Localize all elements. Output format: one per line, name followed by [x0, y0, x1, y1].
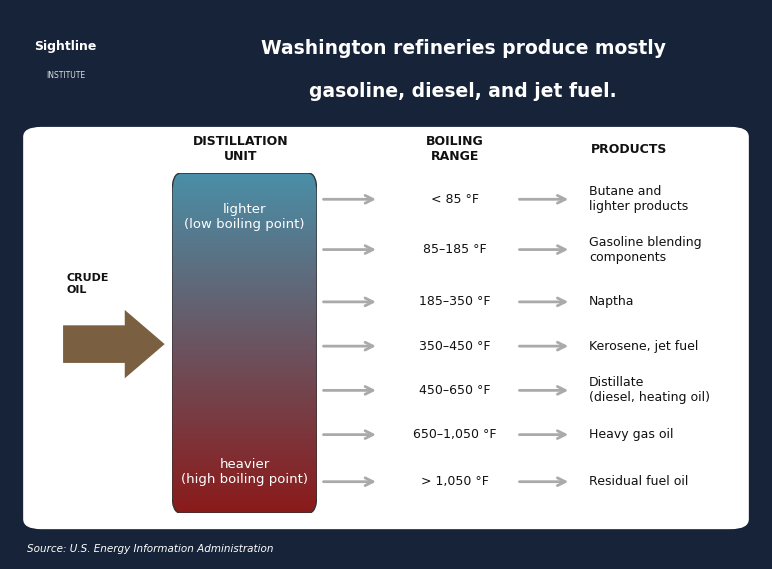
Text: Washington refineries produce mostly: Washington refineries produce mostly	[261, 39, 665, 59]
Text: 185–350 °F: 185–350 °F	[419, 295, 491, 308]
Text: INSTITUTE: INSTITUTE	[46, 71, 85, 80]
Text: lighter
(low boiling point): lighter (low boiling point)	[185, 203, 305, 232]
Text: 650–1,050 °F: 650–1,050 °F	[413, 428, 496, 441]
Text: DISTILLATION
UNIT: DISTILLATION UNIT	[193, 135, 289, 163]
Text: Gasoline blending
components: Gasoline blending components	[589, 236, 702, 263]
Text: Sightline: Sightline	[35, 40, 96, 53]
Text: BOILING
RANGE: BOILING RANGE	[426, 135, 484, 163]
Text: < 85 °F: < 85 °F	[431, 193, 479, 206]
Text: Heavy gas oil: Heavy gas oil	[589, 428, 674, 441]
Text: Naptha: Naptha	[589, 295, 635, 308]
Text: > 1,050 °F: > 1,050 °F	[421, 475, 489, 488]
Text: 450–650 °F: 450–650 °F	[419, 384, 491, 397]
Text: CRUDE
OIL: CRUDE OIL	[66, 273, 109, 295]
Text: gasoline, diesel, and jet fuel.: gasoline, diesel, and jet fuel.	[310, 83, 617, 101]
Text: Distillate
(diesel, heating oil): Distillate (diesel, heating oil)	[589, 376, 710, 405]
Text: 85–185 °F: 85–185 °F	[423, 243, 487, 256]
Text: 350–450 °F: 350–450 °F	[419, 340, 491, 353]
Text: Source: U.S. Energy Information Administration: Source: U.S. Energy Information Administ…	[27, 543, 273, 554]
Polygon shape	[63, 310, 164, 378]
Text: Kerosene, jet fuel: Kerosene, jet fuel	[589, 340, 699, 353]
Text: PRODUCTS: PRODUCTS	[591, 142, 667, 155]
FancyBboxPatch shape	[23, 127, 749, 529]
Text: Residual fuel oil: Residual fuel oil	[589, 475, 689, 488]
Text: Butane and
lighter products: Butane and lighter products	[589, 185, 689, 213]
Text: heavier
(high boiling point): heavier (high boiling point)	[181, 458, 308, 486]
